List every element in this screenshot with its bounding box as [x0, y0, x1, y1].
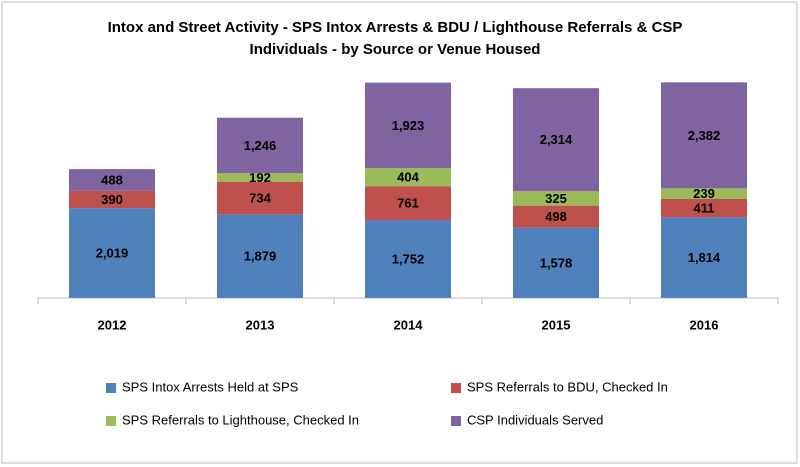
bar-segment [661, 198, 747, 218]
bar-segment [69, 190, 155, 209]
bar-segment [217, 214, 303, 298]
legend-swatch [451, 383, 461, 393]
x-tick-label: 2013 [246, 317, 275, 332]
bar-segment [69, 208, 155, 298]
x-tick-label: 2012 [98, 317, 127, 332]
data-label: 325 [545, 191, 567, 206]
data-label: 1,879 [244, 249, 277, 264]
legend-swatch [106, 383, 116, 393]
bar-segment [365, 220, 451, 298]
data-label: 1,752 [392, 251, 425, 266]
bar-segment [513, 191, 599, 206]
data-label: 404 [397, 170, 419, 185]
bar-segment [365, 168, 451, 187]
data-label: 2,382 [688, 128, 721, 143]
data-label: 1,246 [244, 138, 277, 153]
data-label: 2,314 [540, 132, 573, 147]
bar-segment [365, 82, 451, 169]
data-label: 411 [694, 201, 715, 216]
bar-segment [513, 205, 599, 228]
data-label: 734 [249, 190, 271, 205]
legend-label: SPS Referrals to BDU, Checked In [467, 379, 668, 394]
data-label: 1,578 [540, 255, 573, 270]
bar-segment [513, 227, 599, 298]
legend-swatch [451, 416, 461, 426]
legend-label: CSP Individuals Served [467, 412, 603, 427]
bar-segment [69, 169, 155, 191]
bar-segment [661, 188, 747, 199]
legend-swatch [106, 416, 116, 426]
bar-segment [661, 217, 747, 298]
bar-segment [217, 181, 303, 215]
chart-title: Individuals - by Source or Venue Housed [250, 41, 541, 58]
data-label: 488 [101, 172, 123, 187]
bar-segment [217, 173, 303, 182]
data-label: 2,019 [96, 246, 129, 261]
data-label: 390 [101, 192, 123, 207]
bar-segment [513, 88, 599, 192]
bar-segment [661, 82, 747, 189]
data-label: 239 [693, 186, 715, 201]
legend-label: SPS Referrals to Lighthouse, Checked In [122, 412, 359, 427]
data-label: 1,923 [392, 118, 425, 133]
data-label: 498 [545, 209, 567, 224]
data-label: 1,814 [688, 250, 721, 265]
bar-segment [365, 186, 451, 221]
legend-label: SPS Intox Arrests Held at SPS [122, 379, 299, 394]
data-label: 192 [249, 170, 271, 185]
x-tick-label: 2014 [394, 317, 424, 332]
chart-title: Intox and Street Activity - SPS Intox Ar… [108, 19, 683, 36]
x-tick-label: 2016 [690, 317, 719, 332]
bar-segment [217, 117, 303, 174]
data-label: 761 [397, 196, 419, 211]
x-tick-label: 2015 [542, 317, 571, 332]
